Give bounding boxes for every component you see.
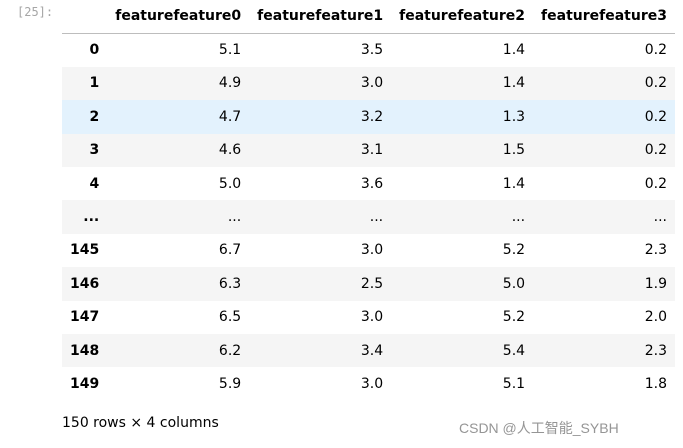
table-cell: 2.5: [360, 275, 384, 292]
table-cell: 1.8: [644, 375, 667, 392]
table-row: 146 6.3 2.5 5.0 1.9: [62, 267, 675, 301]
table-cell: 1.5: [502, 142, 526, 159]
table-cell: 3.0: [360, 242, 384, 259]
table-cell: 5.1: [502, 375, 526, 392]
table-cell: 3.0: [360, 309, 384, 326]
table-cell: 5.0: [218, 175, 242, 192]
table-cell: ...: [227, 209, 242, 226]
table-cell: 3.6: [360, 175, 384, 192]
table-cell: 3.2: [360, 108, 384, 125]
table-cell: 3.0: [360, 375, 384, 392]
table-row: 149 5.9 3.0 5.1 1.8: [62, 367, 675, 400]
table-row: 4 5.0 3.6 1.4 0.2: [62, 167, 675, 200]
dataframe-table: featurefeature0 featurefeature1 featuref…: [62, 0, 675, 401]
table-cell: 4.9: [218, 75, 242, 92]
table-cell: 3.4: [360, 342, 384, 359]
table-cell: 3.5: [360, 42, 384, 59]
table-cell: 1.4: [502, 42, 526, 59]
table-row: 1 4.9 3.0 1.4 0.2: [62, 66, 675, 101]
table-row: 145 6.7 3.0 5.2 2.3: [62, 234, 675, 267]
column-header: featurefeature0: [107, 0, 250, 34]
row-index: ...: [83, 209, 100, 226]
row-index: 0: [89, 42, 100, 59]
row-index: 146: [70, 275, 100, 292]
table-header-row: featurefeature0 featurefeature1 featuref…: [62, 0, 675, 34]
table-cell: 4.6: [218, 142, 242, 159]
table-row: 2 4.7 3.2 1.3 0.2: [62, 100, 675, 134]
row-index: 148: [70, 342, 100, 359]
table-cell: 1.3: [502, 108, 526, 125]
column-header: featurefeature1: [249, 0, 392, 34]
table-cell: 3.1: [360, 142, 384, 159]
index-header: [62, 0, 108, 34]
table-cell: ...: [369, 209, 384, 226]
row-index: 2: [89, 108, 100, 125]
table-cell: 3.0: [360, 75, 384, 92]
cell-prompt: [25]:: [17, 5, 54, 19]
table-body: 0 5.1 3.5 1.4 0.2 1 4.9 3.0 1.4 0.2 2 4.7 3.2 1.3 0.2 3…: [62, 33, 675, 400]
row-index: 4: [89, 175, 100, 192]
table-cell: 0.2: [644, 175, 667, 192]
table-cell: 6.2: [218, 342, 242, 359]
row-index: 145: [70, 242, 100, 259]
table-cell: ...: [511, 209, 526, 226]
table-row: 147 6.5 3.0 5.2 2.0: [62, 301, 675, 334]
table-cell: 0.2: [644, 42, 667, 59]
dataframe-shape-label: 150 rows × 4 columns: [62, 415, 219, 431]
table-cell: 5.4: [502, 342, 526, 359]
table-cell: 1.4: [502, 175, 526, 192]
table-row: 3 4.6 3.1 1.5 0.2: [62, 133, 675, 167]
row-index: 149: [70, 375, 100, 392]
table-cell: 0.2: [644, 142, 667, 159]
table-cell: 0.2: [644, 108, 667, 125]
table-cell: 5.2: [502, 309, 526, 326]
table-cell: 5.9: [218, 375, 242, 392]
row-index: 3: [89, 142, 100, 159]
watermark: CSDN @人工智能_SYBH: [459, 420, 619, 436]
table-cell: 6.3: [218, 275, 242, 292]
column-header: featurefeature2: [391, 0, 534, 34]
table-cell: 5.0: [502, 275, 526, 292]
column-header: featurefeature3: [533, 0, 675, 34]
table-cell: 4.7: [218, 108, 242, 125]
table-cell: 2.3: [644, 242, 667, 259]
row-index: 1: [89, 75, 100, 92]
table-row: 0 5.1 3.5 1.4 0.2: [62, 33, 675, 66]
table-cell: 1.4: [502, 75, 526, 92]
table-cell: 0.2: [644, 75, 667, 92]
table-cell: 2.3: [644, 342, 667, 359]
table-cell: 2.0: [644, 309, 667, 326]
table-row: 148 6.2 3.4 5.4 2.3: [62, 333, 675, 368]
table-cell: 6.5: [218, 309, 242, 326]
table-row: ...............: [62, 200, 675, 234]
row-index: 147: [70, 309, 100, 326]
table-cell: 5.1: [218, 42, 242, 59]
table-cell: 6.7: [218, 242, 242, 259]
table-cell: ...: [653, 209, 667, 226]
table-cell: 1.9: [644, 275, 667, 292]
table-cell: 5.2: [502, 242, 526, 259]
